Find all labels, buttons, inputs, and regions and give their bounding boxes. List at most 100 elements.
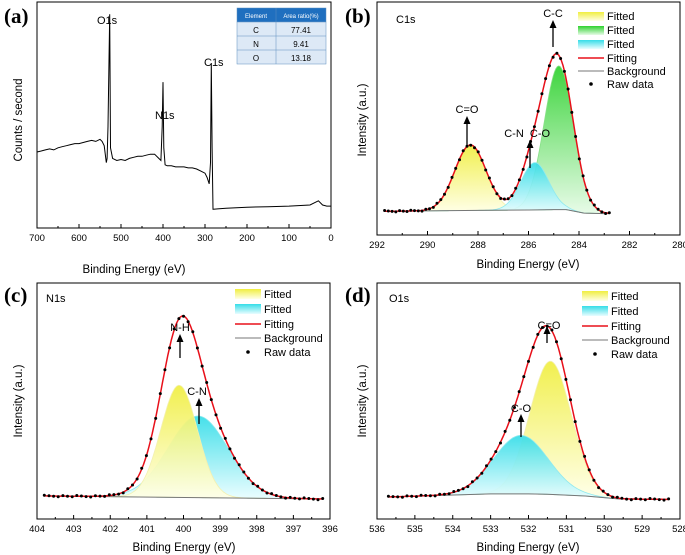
raw-data-point [475,476,479,480]
table-cell-element-c: C [253,26,259,35]
raw-data-point [182,314,185,318]
raw-data-point [126,487,130,491]
panel-label-a: (a) [4,4,29,28]
raw-data-point [508,418,512,422]
legend-swatch-b-raw [589,82,593,86]
raw-data-point [578,439,582,443]
x-axis-label-d: Binding Energy (eV) [477,542,580,554]
legend-label-c-0: Fitted [264,289,292,301]
raw-data-point [544,77,548,81]
panel-d: (d) O1s 536535534533532531530529528 C-O … [345,282,685,554]
panel-b: (b) C1s 292 290 288 286 284 282 280 C=O C-N C-… [345,1,685,271]
raw-data-point [205,381,209,384]
x-tick-label: 402 [102,524,118,535]
raw-data-point [405,210,409,213]
raw-data-point [513,406,516,409]
raw-data-point [521,167,525,171]
raw-data-point [653,497,657,501]
raw-data-point [620,496,624,500]
raw-data-point [435,201,439,205]
raw-data-point [639,497,643,501]
raw-data-point [428,207,431,211]
raw-data-point [574,135,578,138]
raw-data-point [284,496,288,500]
raw-data-point [158,392,162,396]
raw-data-point [503,429,507,433]
raw-data-point [517,390,521,394]
annotation-c-n: C-N [504,128,524,140]
peak-label-c1s: C1s [204,57,224,69]
raw-data-point [489,457,493,461]
raw-data-point [270,492,274,496]
raw-data-point [233,456,236,460]
raw-data-point [667,497,671,501]
raw-data-point [555,51,559,55]
x-tick-label: 398 [249,524,265,535]
x-tick-label: 292 [369,240,385,251]
x-tick-label: 282 [622,240,638,251]
arrow-c-n-c-o [526,140,534,168]
raw-data-point [256,484,260,488]
panel-title-c: N1s [46,293,66,305]
x-tick-label: 280 [672,240,685,251]
x-tick-label: 532 [521,524,537,535]
raw-data-point [499,197,503,200]
raw-data-point [279,495,283,499]
legend-label-d-0: Fitted [611,291,639,303]
x-tick-label: 399 [212,524,228,535]
raw-data-point [89,495,93,499]
raw-data-point [525,155,529,159]
raw-data-point [84,495,88,499]
annotation-c-c: C-C [543,8,563,20]
raw-data-point [532,125,536,129]
raw-data-point [514,186,518,190]
raw-data-point [398,209,402,213]
raw-data-point [502,197,506,201]
legend-label-b-4: Background [607,66,666,78]
annotation-c-n-n1s: C-N [187,386,207,398]
x-tick-label: 286 [521,240,537,251]
x-tick-label: 397 [285,524,301,535]
panel-title-d: O1s [389,293,410,305]
x-tick-label: 300 [197,233,213,244]
arrow-c=o [463,116,471,145]
fitted-peak-c-o [388,435,669,500]
raw-data-point [302,496,306,500]
raw-data-point [298,497,301,501]
raw-data-point [506,197,510,201]
raw-data-point [447,492,451,496]
x-ticks-c: 404 403 402 401 400 399 398 397 396 [29,515,338,535]
raw-data-point [400,495,404,499]
raw-data-point [573,420,577,424]
raw-data-point [433,494,437,498]
x-tick-label: 0 [328,233,333,244]
x-tick-label: 396 [322,524,338,535]
table-header-element: Element [245,14,267,20]
raw-data-point [606,493,610,497]
raw-data-point [413,209,416,213]
raw-data-point [52,494,56,498]
raw-data-point [566,87,570,91]
annotation-c=o-o1s: C=O [538,320,561,332]
raw-data-point [191,330,195,334]
x-tick-label: 403 [66,524,82,535]
x-tick-label: 401 [139,524,155,535]
raw-data-point [121,491,125,495]
table-header-area-ratio: Area ratio(%) [283,14,318,20]
raw-data-point [420,209,424,213]
raw-data-point [140,466,144,470]
raw-data-point [487,176,491,180]
raw-data-point [438,492,442,496]
x-tick-label: 529 [634,524,650,535]
arrow-c-n [195,398,203,424]
raw-data-point [596,207,600,211]
legend-c: Fitted Fitted Fitting Background Raw dat… [235,289,323,359]
raw-data-point [600,210,604,214]
x-tick-label: 100 [281,233,297,244]
table-cell-element-n: N [253,40,259,49]
raw-data-point [461,149,465,153]
raw-data-point [629,498,633,502]
raw-data-point [452,490,456,493]
raw-data-point [562,69,566,73]
